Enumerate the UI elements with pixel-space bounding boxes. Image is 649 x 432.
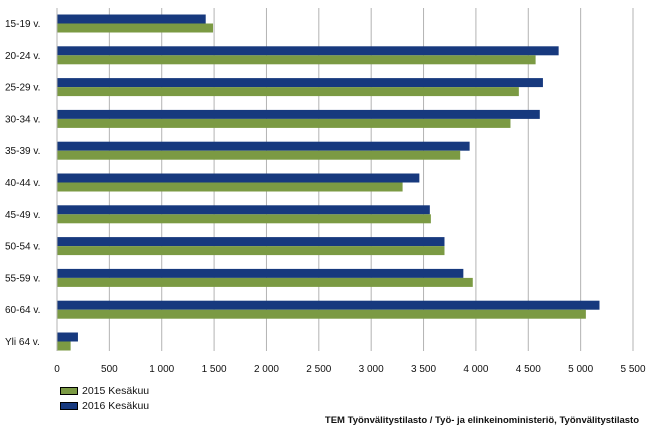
category-label: 35-39 v. (5, 146, 40, 157)
x-tick-label: 3 000 (359, 364, 384, 375)
bar (57, 332, 78, 342)
bar (57, 237, 445, 247)
bar (57, 118, 511, 128)
bar (57, 268, 464, 278)
bar (57, 173, 420, 183)
bar (57, 109, 540, 119)
bar (57, 150, 461, 160)
bar (57, 55, 536, 65)
bar (57, 23, 214, 33)
category-label: 15-19 v. (5, 19, 40, 30)
category-label: 30-34 v. (5, 114, 40, 125)
category-label: 55-59 v. (5, 273, 40, 284)
legend-item-2016: 2016 Kesäkuu (60, 398, 149, 413)
bar (57, 46, 559, 56)
x-tick-label: 1 000 (149, 364, 174, 375)
x-tick-label: 5 000 (568, 364, 593, 375)
bar (57, 78, 543, 88)
bar (57, 87, 519, 97)
bar (57, 246, 445, 256)
x-tick-label: 500 (101, 364, 118, 375)
x-tick-label: 4 000 (463, 364, 488, 375)
x-tick-label: 3 500 (411, 364, 436, 375)
category-label: 25-29 v. (5, 83, 40, 94)
x-tick-label: 2 500 (306, 364, 331, 375)
bar (57, 300, 600, 310)
bar (57, 141, 470, 151)
legend-label-2016: 2016 Kesäkuu (82, 399, 150, 412)
bar (57, 309, 586, 319)
bar (57, 277, 473, 287)
x-tick-label: 0 (54, 364, 60, 375)
legend: 2015 Kesäkuu 2016 Kesäkuu (60, 383, 149, 413)
legend-item-2015: 2015 Kesäkuu (60, 383, 149, 398)
source-note: TEM Työnvälitystilasto / Työ- ja elinkei… (324, 415, 639, 426)
x-tick-label: 1 500 (202, 364, 227, 375)
bar (57, 214, 431, 224)
bar (57, 205, 430, 215)
x-tick-label: 2 000 (254, 364, 279, 375)
category-label: 60-64 v. (5, 305, 40, 316)
bar (57, 14, 206, 24)
category-label: 20-24 v. (5, 51, 40, 62)
legend-label-2015: 2015 Kesäkuu (82, 384, 150, 397)
legend-swatch-2016 (60, 401, 78, 410)
x-tick-label: 4 500 (516, 364, 541, 375)
bar (57, 182, 403, 192)
category-label: 45-49 v. (5, 210, 40, 221)
category-label: 50-54 v. (5, 242, 40, 253)
category-label: 40-44 v. (5, 178, 40, 189)
legend-swatch-2015 (60, 386, 78, 395)
category-label: Yli 64 v. (5, 337, 40, 348)
x-tick-label: 5 500 (620, 364, 645, 375)
bar (57, 341, 71, 351)
